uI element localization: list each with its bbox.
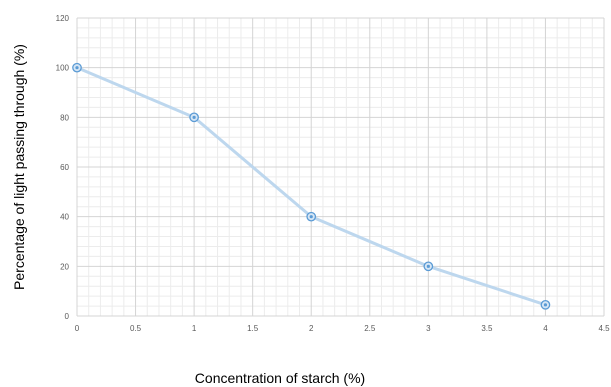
- data-point-center: [543, 303, 548, 307]
- y-axis-title: Percentage of light passing through (%): [11, 44, 27, 290]
- x-tick-label: 1: [192, 324, 197, 333]
- y-tick-label: 100: [56, 64, 70, 73]
- y-tick-label: 120: [56, 14, 70, 23]
- data-point-center: [426, 264, 430, 268]
- y-tick-label: 60: [60, 163, 69, 172]
- x-tick-label: 1.5: [247, 324, 259, 333]
- data-series: [72, 62, 551, 310]
- y-tick-label: 80: [60, 113, 69, 122]
- x-tick-label: 0: [75, 324, 80, 333]
- y-tick-label: 20: [60, 262, 69, 271]
- y-tick-label: 40: [60, 213, 69, 222]
- x-tick-label: 4.5: [598, 324, 610, 333]
- x-tick-label: 4: [543, 324, 548, 333]
- x-tick-label: 2.5: [364, 324, 376, 333]
- x-tick-label: 3: [426, 324, 431, 333]
- x-tick-label: 3.5: [481, 324, 493, 333]
- x-tick-label: 0.5: [130, 324, 142, 333]
- data-point-center: [192, 115, 196, 119]
- y-axis-tick-labels: 0 20 40 60 80 100 120: [56, 14, 70, 321]
- data-point-center: [75, 66, 79, 70]
- y-tick-label: 0: [65, 312, 70, 321]
- x-axis-tick-labels: 0 0.5 1 1.5 2 2.5 3 3.5 4 4.5: [75, 324, 610, 333]
- data-point-center: [309, 215, 313, 219]
- x-tick-label: 2: [309, 324, 314, 333]
- major-gridlines: [76, 17, 605, 317]
- x-axis-title: Concentration of starch (%): [195, 370, 365, 386]
